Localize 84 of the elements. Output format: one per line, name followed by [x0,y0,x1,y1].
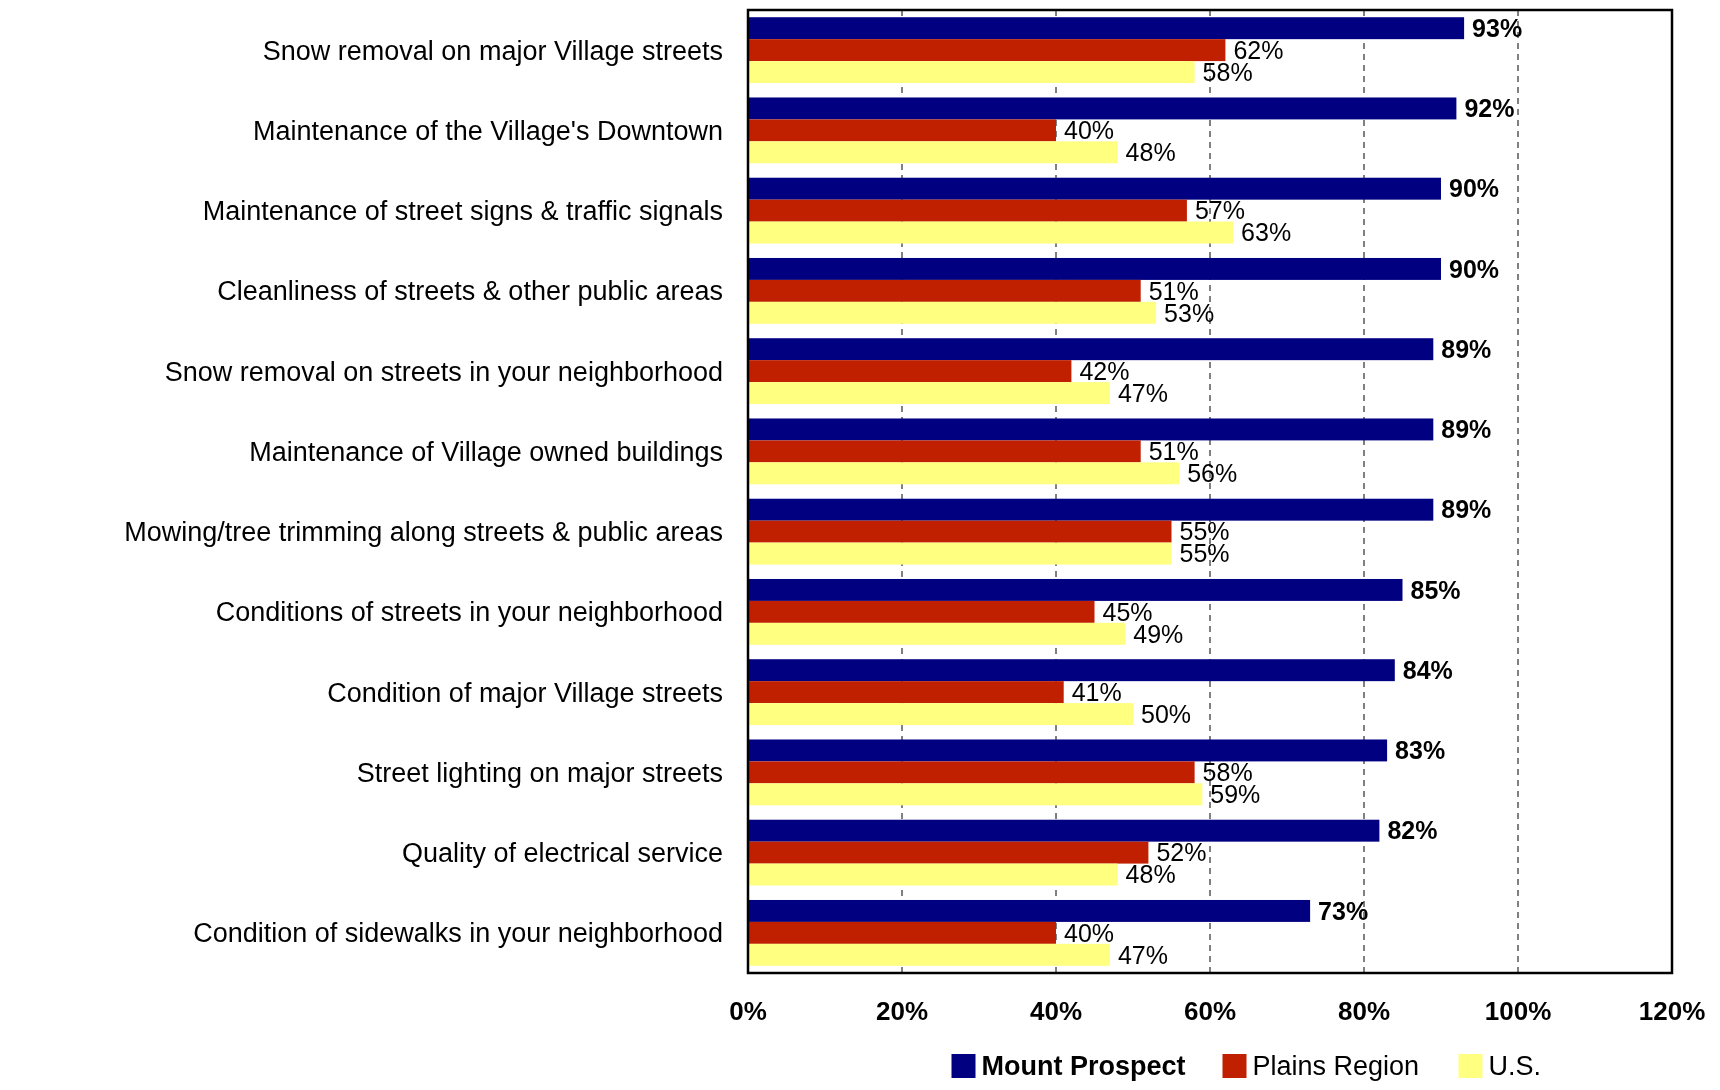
data-label: 40% [1064,918,1115,947]
y-tick-label: Mowing/tree trimming along streets & public areas [124,517,723,548]
y-tick-label: Condition of major Village streets [327,677,723,708]
y-tick-label: Cleanliness of streets & other public areas [217,276,723,307]
x-tick-label: 120% [1638,996,1706,1027]
x-tick-label: 60% [1183,996,1237,1027]
x-tick-label: 20% [875,996,929,1027]
bar [748,600,1095,623]
data-label: 93% [1472,13,1523,42]
bar [748,863,1118,886]
data-label: 50% [1141,699,1192,728]
bar [748,703,1133,726]
y-tick-label: Maintenance of street signs & traffic signals [202,196,723,227]
data-label: 56% [1187,459,1238,488]
data-label: 90% [1449,174,1500,203]
bar [748,498,1434,521]
data-label: 85% [1410,575,1461,604]
data-label: 62% [1233,35,1284,64]
bar [748,279,1141,302]
bar [748,97,1457,120]
data-label: 42% [1079,356,1130,385]
data-label: 41% [1071,677,1122,706]
bar [748,418,1434,441]
bar [748,681,1064,704]
bar [748,462,1180,485]
bar [748,542,1172,565]
bar [748,177,1441,200]
legend-label: U.S. [1488,1051,1542,1082]
bar [748,761,1195,784]
data-label: 48% [1125,860,1176,889]
data-label: 82% [1387,816,1438,845]
data-label: 73% [1318,896,1369,925]
bar [748,301,1157,324]
bar [748,221,1234,244]
bar [748,943,1110,966]
x-tick-label: 100% [1484,996,1552,1027]
y-tick-label: Condition of sidewalks in your neighborhood [193,918,723,949]
bar [748,899,1311,922]
x-tick-label: 80% [1337,996,1391,1027]
data-label: 59% [1210,780,1261,809]
y-tick-label: Quality of electrical service [401,838,723,869]
y-tick-label: Street lighting on major streets [356,757,723,788]
bar [748,61,1195,84]
bar [748,520,1172,543]
bar [748,921,1056,944]
bar [748,360,1072,383]
data-label: 47% [1117,940,1168,969]
bar [748,841,1149,864]
bar [748,578,1403,601]
data-label: 48% [1125,138,1176,167]
legend-label: Plains Region [1252,1051,1420,1082]
bar [748,338,1434,361]
data-label: 83% [1395,736,1446,765]
data-label: 84% [1402,655,1453,684]
y-tick-label: Maintenance of Village owned buildings [249,436,723,467]
data-label: 40% [1064,116,1115,145]
legend-label: Mount Prospect [981,1051,1186,1082]
data-label: 90% [1449,254,1500,283]
y-tick-label: Maintenance of the Village's Downtown [253,115,723,146]
bar [748,783,1203,806]
bar [748,119,1056,142]
bar [748,199,1187,222]
data-label: 51% [1148,276,1199,305]
bar [748,17,1465,40]
x-tick-label: 40% [1029,996,1083,1027]
bar [748,257,1441,280]
data-label: 45% [1102,597,1153,626]
y-tick-label: Conditions of streets in your neighborhood [215,597,723,628]
bar [748,659,1395,682]
bar [748,622,1126,645]
bar [748,440,1141,463]
data-label: 92% [1464,94,1515,123]
x-tick-label: 0% [729,996,767,1027]
bar [748,739,1388,762]
bar [748,141,1118,164]
data-label: 89% [1441,415,1492,444]
data-label: 55% [1179,539,1230,568]
bar [748,39,1226,62]
bar [748,382,1110,405]
bar [748,819,1380,842]
y-tick-label: Snow removal on major Village streets [262,35,723,66]
y-tick-label: Snow removal on streets in your neighborhood [164,356,723,387]
data-label: 89% [1441,495,1492,524]
data-label: 89% [1441,334,1492,363]
